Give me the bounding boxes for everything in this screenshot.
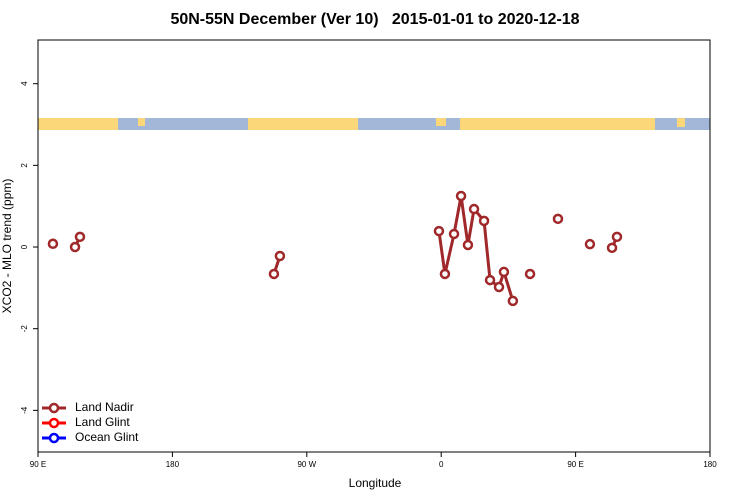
land-ocean-band (38, 118, 710, 130)
x-tick-label: 90 W (297, 460, 316, 469)
data-point (455, 190, 467, 202)
data-point (552, 213, 564, 225)
data-point (507, 295, 519, 307)
legend-label: Land Nadir (75, 400, 134, 414)
x-tick-label: 90 E (567, 460, 583, 469)
y-axis-title: XCO2 - MLO trend (ppm) (0, 179, 14, 314)
legend-label: Ocean Glint (75, 430, 139, 444)
data-point (524, 268, 536, 280)
data-point (606, 242, 618, 254)
data-point (498, 266, 510, 278)
x-tick-label: 0 (439, 460, 444, 469)
data-point (493, 281, 505, 293)
data-point (69, 241, 81, 253)
data-point (439, 268, 451, 280)
y-tick-label: -2 (20, 325, 29, 333)
data-point (584, 238, 596, 250)
plot-frame (37, 39, 711, 453)
data-point (74, 231, 86, 243)
data-point (268, 268, 280, 280)
x-tick-label: 90 E (30, 460, 46, 469)
x-tick-label: 180 (166, 460, 180, 469)
y-tick-label: 4 (20, 81, 29, 86)
x-axis-title: Longitude (349, 476, 402, 490)
y-tick-label: 0 (20, 244, 29, 249)
data-point (274, 250, 286, 262)
legend-marker (48, 432, 60, 444)
legend-marker (48, 402, 60, 414)
data-point (433, 225, 445, 237)
data-point (611, 231, 623, 243)
data-point (448, 228, 460, 240)
legend-marker (48, 417, 60, 429)
series-line (73, 195, 619, 302)
data-point (484, 274, 496, 286)
x-tick-label: 180 (703, 460, 717, 469)
data-point (478, 215, 490, 227)
data-point (47, 238, 59, 250)
y-tick-label: -4 (20, 406, 29, 414)
data-point (468, 203, 480, 215)
chart-title: 50N-55N December (Ver 10) 2015-01-01 to … (170, 11, 579, 28)
data-point (462, 239, 474, 251)
legend-label: Land Glint (75, 415, 130, 429)
y-tick-label: 2 (20, 163, 29, 168)
